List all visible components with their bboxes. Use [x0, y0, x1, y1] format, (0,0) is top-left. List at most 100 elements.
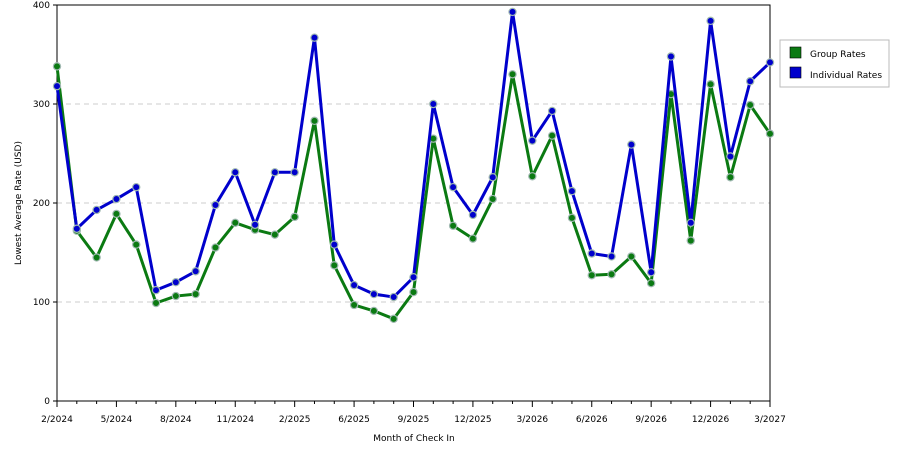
data-point — [587, 271, 596, 280]
data-point — [607, 270, 616, 279]
data-point — [726, 152, 735, 161]
data-point — [765, 58, 775, 67]
data-point — [646, 268, 656, 277]
data-point — [171, 278, 181, 287]
data-point — [726, 173, 735, 182]
data-point — [488, 194, 497, 204]
series-individual-rates — [52, 7, 775, 302]
data-point — [488, 173, 497, 182]
data-point — [389, 292, 398, 302]
x-tick-label: 2/2025 — [279, 415, 311, 425]
data-point — [231, 168, 240, 177]
legend-label-group: Group Rates — [810, 50, 866, 60]
data-point — [686, 218, 695, 227]
x-tick-label: 6/2026 — [576, 415, 608, 425]
data-point — [627, 252, 636, 261]
x-tick-label: 2/2024 — [41, 415, 73, 425]
data-point — [587, 249, 596, 258]
data-point — [765, 129, 775, 138]
data-point — [132, 240, 141, 249]
legend-swatch-individual — [789, 66, 802, 79]
x-tick-label: 9/2026 — [635, 415, 667, 425]
data-point — [409, 287, 418, 297]
data-point — [310, 116, 319, 126]
legend-label-individual: Individual Rates — [810, 71, 882, 81]
y-axis: 0 100 200 300 400 — [33, 1, 57, 407]
legend: Group Rates Individual Rates — [779, 39, 890, 88]
data-point — [270, 168, 280, 177]
data-point — [191, 267, 200, 276]
data-point — [112, 194, 121, 204]
series-group-rates — [52, 62, 775, 324]
data-point — [151, 285, 161, 295]
data-point — [706, 16, 715, 26]
data-point — [211, 243, 220, 252]
data-point — [349, 280, 359, 290]
data-point — [627, 140, 636, 149]
data-point — [528, 172, 537, 181]
data-point — [389, 314, 398, 324]
data-point — [448, 182, 458, 192]
y-tick-label: 100 — [33, 298, 50, 308]
data-point — [191, 289, 200, 299]
data-point — [745, 100, 755, 110]
data-point — [468, 234, 478, 243]
x-tick-label: 3/2026 — [516, 415, 548, 425]
data-point — [508, 7, 517, 17]
x-axis-title: Month of Check In — [373, 434, 455, 444]
x-axis: 2/2024 5/2024 8/2024 11/2024 2/2025 6/2025 9/2… — [41, 401, 786, 425]
data-point — [290, 212, 299, 222]
data-point — [448, 221, 458, 230]
data-point — [567, 213, 577, 223]
x-tick-label: 9/2025 — [398, 415, 430, 425]
series-layer — [52, 7, 775, 324]
x-tick-label: 5/2024 — [101, 415, 133, 425]
data-point — [132, 182, 141, 192]
x-tick-label: 6/2025 — [338, 415, 370, 425]
data-point — [706, 79, 715, 89]
data-point — [686, 236, 695, 245]
y-tick-label: 0 — [44, 397, 50, 407]
data-point — [310, 33, 319, 42]
data-point — [349, 300, 359, 310]
y-tick-label: 200 — [33, 199, 50, 209]
y-axis-title: Lowest Average Rate (USD) — [14, 141, 24, 265]
data-point — [369, 306, 379, 316]
x-tick-label: 8/2024 — [160, 415, 192, 425]
data-point — [330, 240, 339, 249]
x-tick-label: 3/2027 — [754, 415, 786, 425]
data-point — [745, 77, 755, 86]
data-point — [290, 168, 299, 177]
data-point — [330, 261, 339, 270]
data-point — [151, 298, 161, 308]
data-point — [409, 273, 418, 282]
data-point — [171, 291, 181, 301]
data-point — [112, 209, 121, 219]
x-tick-label: 12/2026 — [692, 415, 730, 425]
data-point — [231, 218, 240, 227]
data-point — [607, 252, 616, 261]
data-point — [52, 62, 62, 71]
data-point — [270, 230, 280, 239]
data-point — [92, 205, 101, 215]
data-point — [666, 52, 676, 61]
data-point — [508, 70, 517, 79]
legend-swatch-group — [789, 46, 802, 59]
data-point — [567, 186, 577, 196]
x-tick-label: 11/2024 — [217, 415, 255, 425]
data-point — [211, 200, 220, 210]
data-point — [250, 220, 260, 229]
data-point — [369, 289, 379, 299]
data-point — [52, 81, 62, 91]
data-point — [646, 278, 656, 288]
data-point — [429, 99, 438, 109]
data-point — [468, 210, 478, 220]
gridlines — [57, 103, 770, 303]
data-point — [547, 131, 557, 140]
y-tick-label: 300 — [33, 100, 50, 110]
data-point — [528, 136, 537, 145]
data-point — [72, 224, 82, 233]
y-tick-label: 400 — [33, 1, 50, 11]
x-tick-label: 12/2025 — [454, 415, 491, 425]
